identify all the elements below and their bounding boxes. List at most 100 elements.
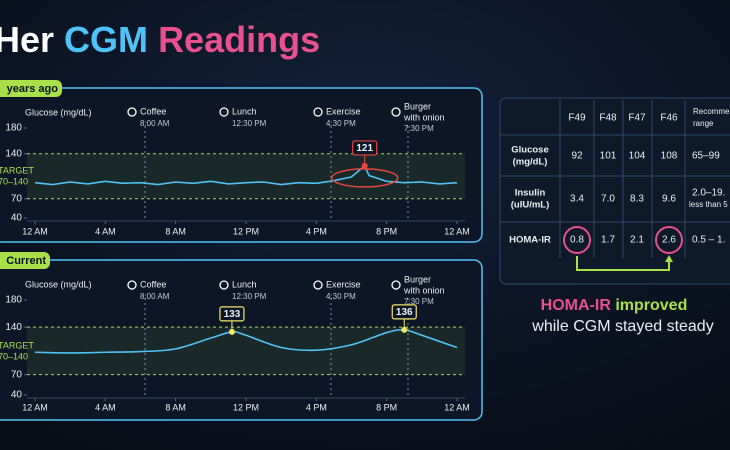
event-icon bbox=[219, 280, 229, 290]
panel-tag bbox=[0, 80, 62, 97]
table-cell: 0.8 bbox=[570, 235, 584, 246]
point-marker bbox=[361, 162, 368, 169]
y-tick-label: 180 bbox=[5, 123, 22, 134]
event-icon bbox=[391, 107, 401, 117]
event-time: 8:00 AM bbox=[140, 292, 170, 301]
table: F49 F48 F47 F46 Recommen range Glucose(mg/dL) 9… bbox=[500, 100, 730, 271]
x-tick-label: 8 AM bbox=[165, 226, 186, 236]
value-label: 133 bbox=[224, 309, 241, 320]
table-cell: 7.0 bbox=[601, 194, 615, 205]
y-axis-label: Glucose (mg/dL) bbox=[25, 279, 92, 289]
x-tick-label: 4 PM bbox=[306, 402, 327, 412]
range-cell: 65–99 bbox=[692, 151, 720, 162]
table-cell: 1.7 bbox=[601, 235, 615, 246]
point-marker bbox=[401, 326, 408, 333]
target-band bbox=[27, 153, 465, 199]
point-marker bbox=[228, 328, 235, 335]
x-tick-label: 12 AM bbox=[444, 226, 470, 236]
y-tick-label: 140 bbox=[5, 148, 22, 159]
table-cell: 108 bbox=[661, 151, 678, 162]
panel bbox=[0, 87, 483, 243]
caption-line1: HOMA-IR improved bbox=[541, 297, 688, 314]
glucose-line bbox=[34, 328, 458, 354]
title-cgm: CGM bbox=[64, 19, 148, 60]
event-label: Burger bbox=[404, 274, 431, 284]
table-cell: 9.6 bbox=[662, 194, 676, 205]
column-header: F46 bbox=[660, 113, 678, 124]
table-panel bbox=[499, 97, 730, 285]
range-cell: less than 5 bbox=[689, 200, 728, 209]
event-icon bbox=[219, 107, 229, 117]
table-cell: 8.3 bbox=[630, 194, 644, 205]
target-label: TARGET bbox=[0, 166, 34, 176]
x-tick-label: 12 PM bbox=[233, 226, 259, 236]
panel bbox=[0, 259, 483, 421]
table-cell: 2.1 bbox=[630, 235, 644, 246]
panel-tag bbox=[0, 252, 50, 269]
event-time: 12:30 PM bbox=[232, 292, 267, 301]
value-label-box bbox=[391, 304, 417, 320]
event-label: Exercise bbox=[326, 106, 361, 116]
value-label-box bbox=[352, 140, 378, 156]
x-tick-label: 4 AM bbox=[95, 402, 116, 412]
event-time: 7:30 PM bbox=[404, 297, 434, 306]
target-band bbox=[27, 327, 465, 375]
y-tick-label: 40 bbox=[11, 390, 23, 401]
panel-tag-label: years ago bbox=[7, 83, 59, 95]
value-label-box bbox=[219, 306, 245, 322]
column-header: range bbox=[693, 119, 714, 128]
event-label: Exercise bbox=[326, 279, 361, 289]
event-time: 12:30 PM bbox=[232, 119, 267, 128]
x-tick-label: 12 PM bbox=[233, 402, 259, 412]
y-tick-label: 40 bbox=[11, 213, 23, 224]
event-time: 7:30 PM bbox=[404, 124, 434, 133]
event-icon bbox=[313, 280, 323, 290]
x-tick-label: 12 AM bbox=[22, 402, 48, 412]
event-time: 4:30 PM bbox=[326, 292, 356, 301]
caption-line2: while CGM stayed steady bbox=[531, 318, 713, 335]
x-tick-label: 12 AM bbox=[444, 402, 470, 412]
table-cell: 104 bbox=[629, 151, 646, 162]
target-label: TARGET bbox=[0, 340, 34, 350]
row-label: Glucose bbox=[511, 145, 549, 156]
arrow-head bbox=[665, 255, 673, 262]
event-icon bbox=[127, 107, 137, 117]
x-tick-label: 4 PM bbox=[306, 226, 327, 236]
event-icon bbox=[313, 107, 323, 117]
y-tick-label: 180 bbox=[5, 295, 22, 306]
table-cell: 3.4 bbox=[570, 194, 584, 205]
event-label: Lunch bbox=[232, 279, 257, 289]
event-label: Burger bbox=[404, 101, 431, 111]
target-range-label: 70–140 bbox=[0, 351, 28, 361]
target-range-label: 70–140 bbox=[0, 177, 28, 187]
title-her: Her bbox=[0, 19, 54, 60]
event-icon bbox=[391, 280, 401, 290]
range-cell: 2.0–19. bbox=[692, 188, 725, 199]
column-header: F48 bbox=[599, 113, 617, 124]
column-header: F47 bbox=[628, 113, 646, 124]
value-label: 121 bbox=[356, 143, 373, 154]
table-cell: 92 bbox=[571, 151, 583, 162]
column-header: F49 bbox=[568, 113, 586, 124]
event-time: 8:00 AM bbox=[140, 119, 170, 128]
x-tick-label: 4 AM bbox=[95, 226, 116, 236]
caption-metric: HOMA-IR bbox=[541, 297, 612, 314]
y-tick-label: 140 bbox=[5, 322, 22, 333]
range-cell: 0.5 – 1. bbox=[692, 235, 725, 246]
row-label: HOMA-IR bbox=[509, 235, 551, 246]
y-tick-label: 70 bbox=[11, 193, 23, 204]
value-label: 136 bbox=[396, 307, 413, 318]
row-label: Insulin bbox=[515, 188, 546, 199]
column-header: Recommen bbox=[693, 107, 730, 116]
highlight-circle bbox=[655, 226, 683, 254]
panel-tag-label: Current bbox=[6, 255, 46, 267]
connector-arrow bbox=[576, 256, 670, 271]
caption-verb: improved bbox=[615, 297, 687, 314]
page-title: Her CGM Readings bbox=[0, 19, 320, 60]
x-tick-label: 8 AM bbox=[165, 402, 186, 412]
row-label: (mg/dL) bbox=[513, 157, 548, 168]
event-detail: with onion bbox=[403, 285, 445, 295]
glucose-line bbox=[34, 164, 458, 186]
